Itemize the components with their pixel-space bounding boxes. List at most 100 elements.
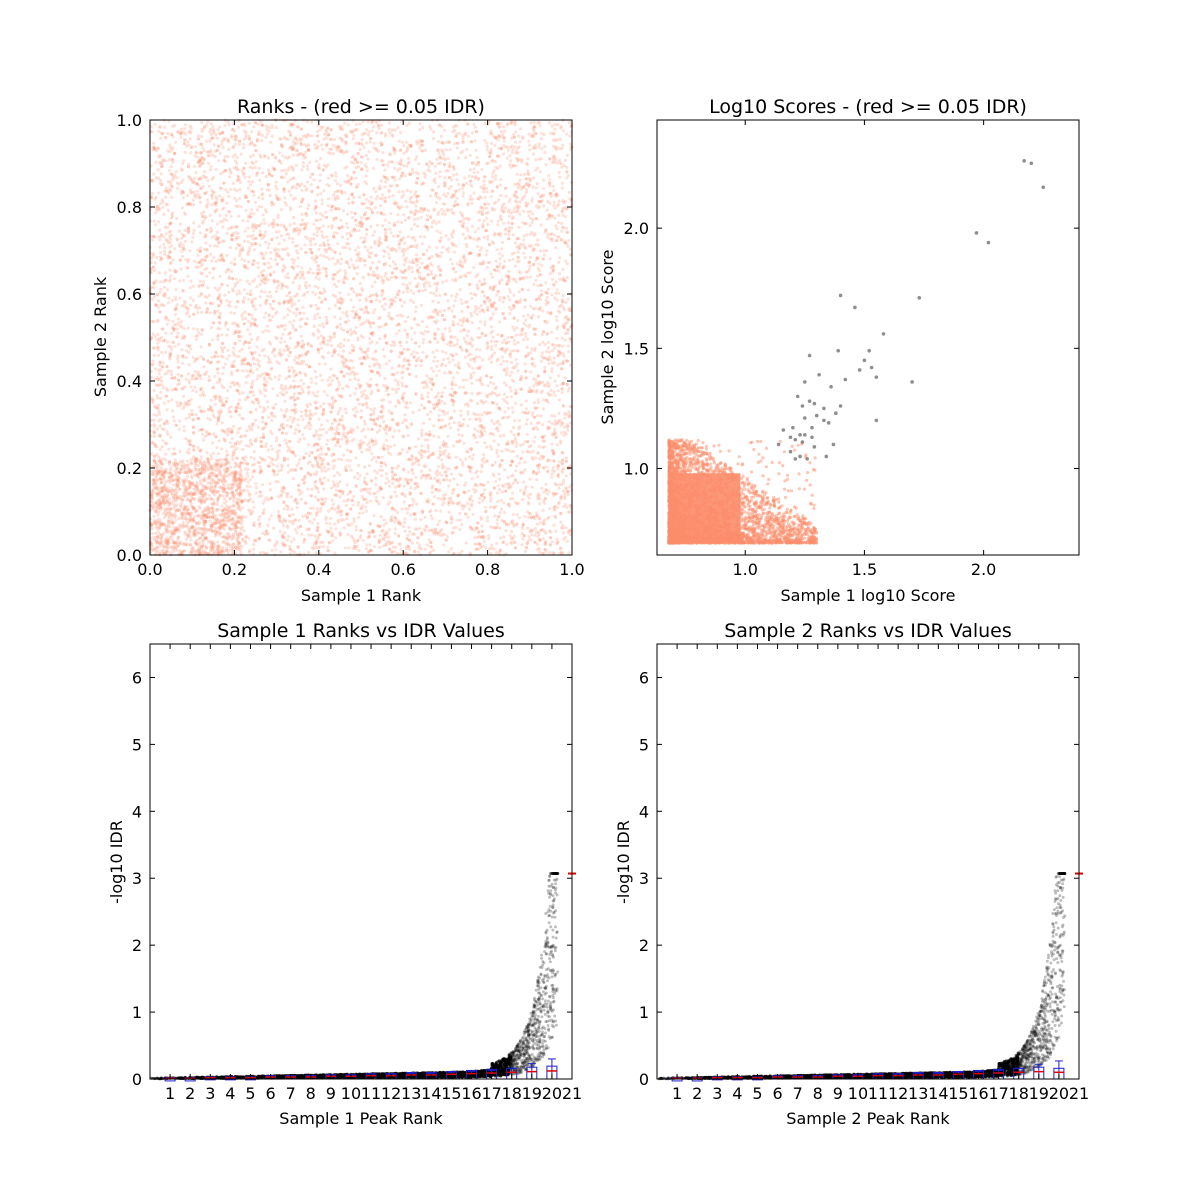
rank-point [152, 473, 156, 477]
rank-point [208, 528, 213, 532]
rank-point [163, 246, 167, 250]
rank-point [367, 150, 371, 154]
rank-point [163, 538, 168, 542]
rank-point [391, 128, 395, 132]
rank-point [164, 232, 168, 236]
rank-point [414, 204, 418, 208]
rank-point [167, 502, 172, 506]
rank-point [345, 232, 349, 236]
rank-point [456, 483, 460, 487]
rank-point [477, 501, 481, 505]
rank-point [293, 136, 297, 140]
rank-point [556, 309, 560, 313]
rank-point [382, 518, 386, 522]
rank-point [189, 548, 193, 552]
rank-point [485, 145, 489, 149]
rank-point [493, 460, 497, 464]
rank-point [252, 248, 256, 252]
rank-point [179, 505, 183, 509]
rank-point [406, 235, 410, 239]
rank-point [158, 503, 162, 507]
rank-point [418, 257, 422, 261]
rank-point [247, 175, 252, 179]
rank-point [171, 520, 175, 524]
rank-point [218, 524, 222, 529]
rank-point [491, 312, 495, 316]
rank-point [230, 546, 235, 551]
rank-point [232, 359, 236, 363]
rank-point [236, 539, 240, 543]
rank-point [455, 178, 459, 182]
rank-point [227, 194, 231, 198]
rank-point [150, 500, 154, 504]
rank-point [401, 282, 406, 286]
rank-point [400, 381, 404, 385]
rank-point [181, 278, 185, 282]
rank-point [156, 332, 160, 336]
rank-point [532, 152, 536, 156]
rank-point [382, 255, 386, 259]
rank-point [442, 358, 446, 362]
rank-point [476, 306, 481, 310]
rank-point [562, 354, 566, 358]
rank-point [447, 497, 451, 501]
rank-point [229, 261, 233, 265]
rank-point [194, 485, 198, 489]
rank-point [272, 218, 276, 222]
rank-point [173, 546, 178, 551]
rank-point [402, 500, 406, 504]
rank-point [230, 517, 234, 522]
rank-point [187, 363, 191, 367]
rank-point [173, 123, 177, 128]
rank-point [561, 489, 566, 493]
rank-point [315, 233, 319, 238]
rank-point [239, 552, 243, 557]
rank-point [446, 411, 450, 415]
rank-point [234, 525, 239, 529]
rank-point [542, 178, 546, 182]
rank-point [191, 496, 195, 500]
rank-point [264, 311, 268, 315]
rank-point [167, 462, 171, 467]
rank-point [399, 221, 404, 225]
rank-point [158, 503, 162, 507]
rank-point [158, 477, 162, 481]
rank-point [332, 282, 336, 287]
rank-point [389, 445, 393, 449]
rank-point [503, 410, 507, 414]
rank-point [162, 545, 166, 549]
rank-point [230, 504, 234, 508]
rank-point [324, 497, 328, 501]
rank-point [217, 547, 222, 551]
rank-point [218, 493, 222, 497]
rank-point [510, 151, 515, 155]
rank-point [422, 235, 427, 239]
rank-point [211, 276, 215, 280]
rank-point [386, 447, 390, 451]
rank-point [204, 514, 208, 519]
rank-point [538, 124, 542, 128]
rank-point [352, 345, 356, 350]
rank-point [232, 346, 236, 350]
rank-point [198, 550, 202, 554]
rank-point [229, 214, 233, 218]
rank-point [496, 357, 500, 361]
rank-point [175, 481, 179, 485]
rank-point [240, 506, 244, 510]
rank-point [207, 507, 211, 511]
rank-point [537, 401, 541, 405]
rank-point [188, 543, 193, 547]
rank-point [355, 410, 359, 414]
rank-point [235, 538, 239, 542]
rank-point [252, 457, 256, 461]
rank-point [158, 489, 162, 493]
rank-point [355, 259, 359, 263]
rank-point [196, 310, 200, 315]
rank-point [204, 497, 209, 501]
rank-point [188, 482, 192, 487]
rank-point [216, 452, 220, 456]
rank-point [408, 260, 412, 264]
rank-point [192, 259, 197, 263]
rank-point [360, 506, 364, 510]
rank-point [548, 257, 552, 261]
